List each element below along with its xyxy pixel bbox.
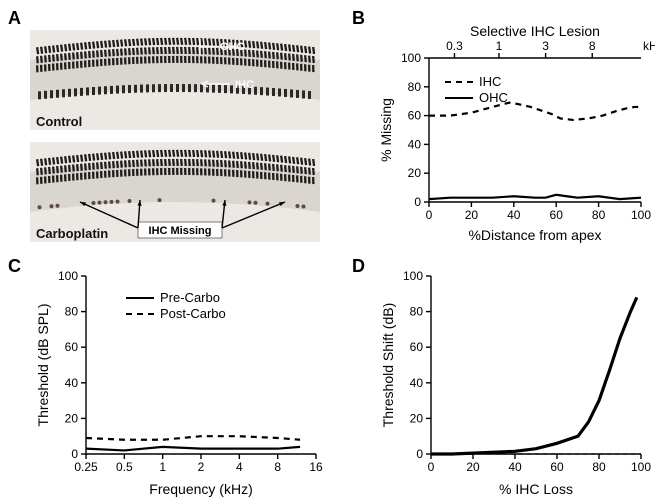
svg-text:100: 100	[401, 51, 421, 65]
svg-text:80: 80	[592, 460, 606, 474]
svg-text:1: 1	[159, 460, 166, 474]
svg-text:%Distance from apex: %Distance from apex	[468, 227, 601, 243]
svg-text:0: 0	[71, 447, 78, 461]
svg-text:0: 0	[428, 460, 435, 474]
svg-text:100: 100	[631, 208, 651, 222]
panel-a-micrographs: OHC IHC Control Carboplatin IHC Missing	[30, 30, 320, 242]
svg-text:0: 0	[426, 208, 433, 222]
svg-text:8: 8	[274, 460, 281, 474]
svg-text:80: 80	[592, 208, 606, 222]
svg-text:IHC: IHC	[235, 79, 254, 91]
svg-text:80: 80	[410, 305, 424, 319]
panel-c-chart: 0.25 0.5 1 2 4 8 16 0 20 40 60 80 100 Frequency (kHz)…	[30, 262, 330, 498]
svg-text:kHz: kHz	[643, 39, 655, 53]
svg-text:0.25: 0.25	[74, 460, 98, 474]
svg-text:20: 20	[410, 411, 424, 425]
svg-text:100: 100	[58, 269, 78, 283]
svg-text:Frequency (kHz): Frequency (kHz)	[149, 481, 252, 497]
svg-text:16: 16	[309, 460, 323, 474]
svg-text:20: 20	[65, 411, 79, 425]
svg-text:8: 8	[589, 39, 596, 53]
svg-text:60: 60	[65, 340, 79, 354]
svg-text:% IHC Loss: % IHC Loss	[499, 481, 573, 497]
svg-text:Carboplatin: Carboplatin	[36, 226, 108, 241]
svg-text:20: 20	[465, 208, 479, 222]
svg-text:20: 20	[466, 460, 480, 474]
svg-text:Threshold (dB SPL): Threshold (dB SPL)	[35, 304, 51, 427]
svg-text:Pre-Carbo: Pre-Carbo	[160, 290, 220, 305]
svg-text:20: 20	[408, 166, 422, 180]
panel-b-chart: 0 20 40 60 80 100 0 20 40 60 80 100 0.3 1 3 8 kHz Selecti…	[375, 12, 655, 244]
panel-b-label: B	[352, 8, 365, 29]
svg-text:80: 80	[408, 80, 422, 94]
svg-text:0.5: 0.5	[116, 460, 133, 474]
svg-text:IHC: IHC	[479, 74, 501, 89]
svg-text:1: 1	[496, 39, 503, 53]
svg-text:0.3: 0.3	[446, 39, 463, 53]
svg-text:Selective IHC Lesion: Selective IHC Lesion	[470, 23, 600, 39]
svg-text:60: 60	[550, 460, 564, 474]
panel-c-label: C	[8, 256, 21, 277]
svg-text:OHC: OHC	[479, 90, 508, 105]
panel-a-label: A	[8, 8, 21, 29]
svg-text:Threshold Shift (dB): Threshold Shift (dB)	[380, 303, 396, 428]
svg-text:0: 0	[414, 195, 421, 209]
svg-text:% Missing: % Missing	[378, 98, 394, 162]
svg-text:2: 2	[198, 460, 205, 474]
svg-text:OHC: OHC	[220, 41, 245, 53]
svg-text:0: 0	[416, 447, 423, 461]
svg-text:IHC Missing: IHC Missing	[149, 225, 212, 237]
svg-text:40: 40	[507, 208, 521, 222]
svg-text:40: 40	[508, 460, 522, 474]
panel-d-chart: 0 20 40 60 80 100 0 20 40 60 80 100 % IHC Loss Thresh…	[375, 262, 655, 498]
svg-text:40: 40	[408, 137, 422, 151]
panel-d-label: D	[352, 256, 365, 277]
svg-text:Control: Control	[36, 114, 82, 129]
svg-text:60: 60	[410, 340, 424, 354]
svg-text:80: 80	[65, 305, 79, 319]
svg-text:100: 100	[631, 460, 651, 474]
svg-text:60: 60	[550, 208, 564, 222]
svg-text:Post-Carbo: Post-Carbo	[160, 306, 226, 321]
svg-text:100: 100	[403, 269, 423, 283]
svg-text:4: 4	[236, 460, 243, 474]
svg-text:40: 40	[410, 376, 424, 390]
svg-text:3: 3	[542, 39, 549, 53]
svg-text:40: 40	[65, 376, 79, 390]
svg-text:60: 60	[408, 109, 422, 123]
